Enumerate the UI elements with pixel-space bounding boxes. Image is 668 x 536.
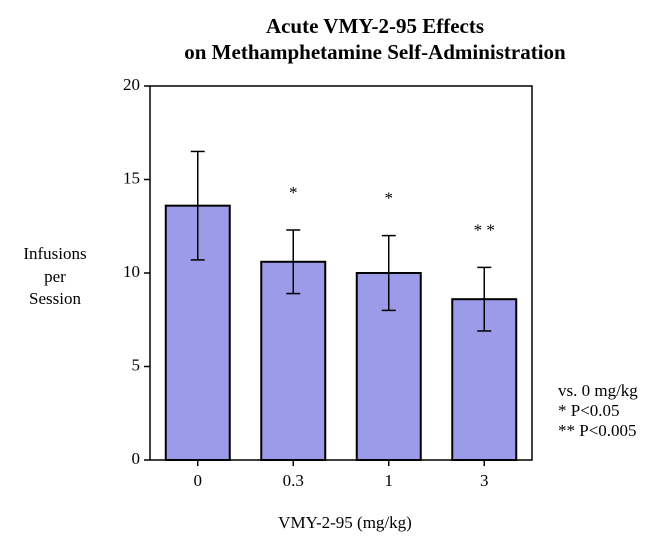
x-tick-label: 1 — [385, 471, 394, 490]
note: ** P<0.005 — [558, 421, 637, 440]
x-axis-label: VMY-2-95 (mg/kg) — [278, 513, 412, 532]
y-axis-label: per — [44, 267, 66, 286]
y-tick-label: 20 — [123, 75, 140, 94]
y-axis-label: Infusions — [23, 244, 86, 263]
note: * P<0.05 — [558, 401, 620, 420]
bar — [260, 260, 327, 461]
x-tick-label: 0 — [194, 471, 203, 490]
significance-mark: * * — [474, 220, 495, 239]
y-tick-label: 0 — [132, 449, 141, 468]
significance-mark: * — [289, 183, 298, 202]
y-tick-label: 10 — [123, 262, 140, 281]
note: vs. 0 mg/kg — [558, 381, 638, 400]
y-axis-label: Session — [29, 289, 81, 308]
x-tick-label: 0.3 — [283, 471, 304, 490]
chart-title: on Methamphetamine Self-Administration — [184, 40, 566, 64]
y-tick-label: 15 — [123, 168, 140, 187]
y-tick-label: 5 — [132, 355, 141, 374]
chart-title: Acute VMY-2-95 Effects — [266, 14, 484, 38]
x-tick-label: 3 — [480, 471, 489, 490]
significance-mark: * — [385, 189, 394, 208]
